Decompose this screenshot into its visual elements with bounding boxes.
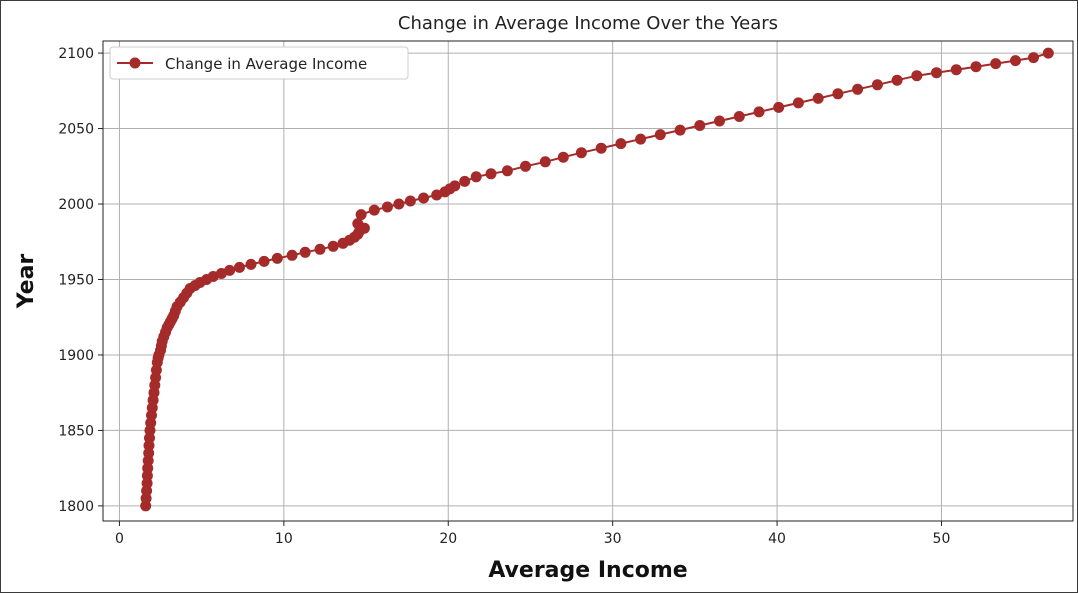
y-tick-label: 1850 (58, 423, 94, 439)
series-group (140, 47, 1054, 512)
data-point (753, 106, 765, 118)
data-point (352, 218, 364, 230)
data-point (327, 240, 339, 252)
data-point (404, 195, 416, 207)
data-point (459, 175, 471, 187)
x-tick-label: 30 (604, 531, 622, 547)
data-point (871, 79, 883, 91)
data-point (674, 124, 686, 136)
y-tick-label: 2050 (58, 122, 94, 138)
x-axis-label: Average Income (488, 558, 687, 583)
data-point (355, 209, 367, 221)
data-point (286, 249, 298, 261)
data-point (381, 201, 393, 213)
data-point (539, 156, 551, 168)
data-point (258, 255, 270, 267)
data-point (485, 168, 497, 180)
data-point (911, 70, 923, 82)
data-point (393, 198, 405, 210)
plot-area-border (102, 40, 1074, 522)
data-point (970, 61, 982, 73)
data-point (368, 204, 380, 216)
data-point (234, 261, 245, 273)
data-point (271, 252, 283, 264)
data-point (1010, 55, 1021, 67)
data-point (470, 171, 482, 183)
legend-entry-label: Change in Average Income (165, 55, 367, 73)
grid-lines (103, 41, 1073, 521)
data-point (832, 88, 844, 100)
y-tick-label: 2100 (58, 46, 94, 62)
data-point (557, 151, 569, 163)
data-point (891, 74, 903, 86)
y-axis-label: Year (14, 254, 39, 310)
y-tick-label: 1900 (58, 348, 94, 364)
legend-box (109, 46, 409, 80)
data-point (224, 264, 236, 276)
data-point (418, 192, 430, 204)
data-point (654, 129, 666, 141)
data-point (431, 189, 443, 201)
y-tick-label: 1950 (58, 272, 94, 288)
y-tick-label: 2000 (58, 197, 94, 213)
data-point (520, 160, 531, 172)
data-point (595, 142, 607, 154)
legend: Change in Average Income (109, 46, 409, 80)
data-point (950, 64, 962, 76)
data-point (245, 258, 257, 270)
data-point (931, 67, 942, 79)
data-point (635, 133, 647, 145)
data-point (299, 246, 311, 258)
data-point (694, 120, 706, 131)
x-tick-label: 50 (933, 531, 951, 547)
data-point (449, 180, 461, 192)
data-point (812, 92, 824, 104)
x-tick-label: 20 (439, 531, 457, 547)
legend-marker-swatch (129, 57, 141, 69)
data-point (733, 111, 745, 122)
data-point (990, 58, 1002, 70)
data-point (575, 147, 587, 159)
data-point (1042, 47, 1054, 59)
data-point (615, 138, 627, 150)
data-point (1028, 52, 1039, 64)
x-tick-label: 10 (275, 531, 293, 547)
chart-title: Change in Average Income Over the Years (398, 13, 778, 34)
data-point (314, 243, 326, 255)
axis-ticks: 0 10 20 30 40 50 1800 1850 1900 1950 2000 2050 2100 (58, 46, 950, 547)
x-tick-label: 0 (115, 531, 124, 547)
data-point (792, 97, 804, 109)
x-tick-label: 40 (768, 531, 786, 547)
data-point (852, 83, 864, 95)
y-tick-label: 1800 (58, 499, 94, 515)
data-point (714, 115, 725, 127)
data-point (501, 165, 513, 177)
data-point (773, 101, 785, 113)
